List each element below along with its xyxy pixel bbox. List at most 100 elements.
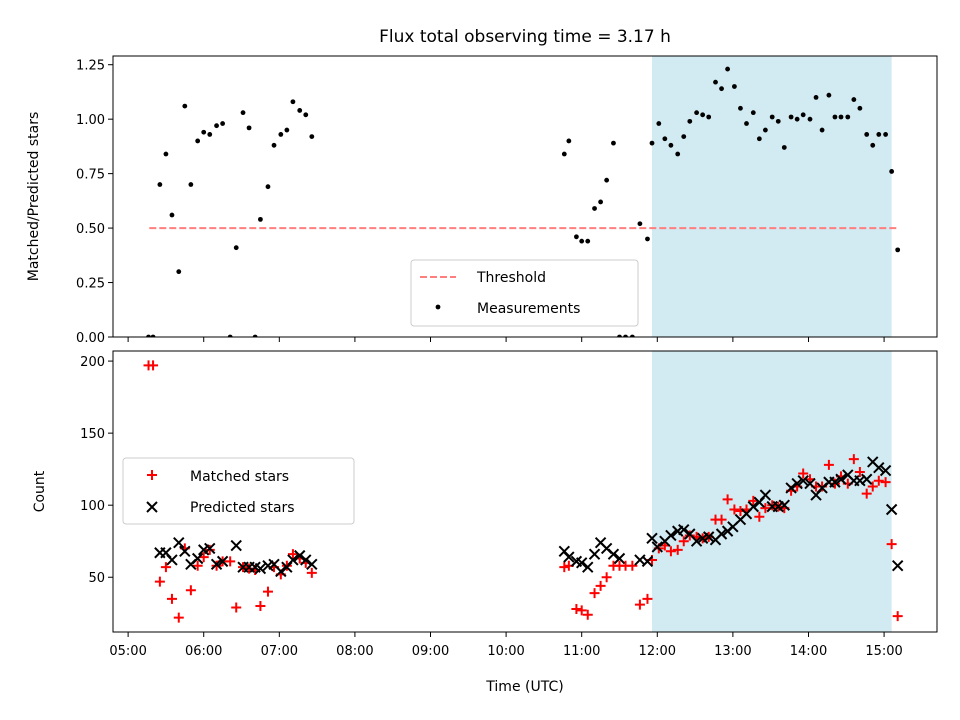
predicted-star-point [613,552,626,565]
x-tick-label: 12:00 [639,644,676,659]
predicted-star-point [651,541,664,553]
predicted-star-point [204,542,216,555]
measurement-point [719,86,724,92]
measurement-point [278,132,284,137]
measurement-point [649,140,655,146]
predicted-star-point [582,561,594,573]
legend: Matched stars Predicted stars [122,457,355,525]
panel-frame [112,55,938,338]
y-tick-label: 0.00 [76,331,105,346]
x-tick-label: 11:00 [563,644,600,659]
measurement-point [227,334,233,337]
y-tick-label: 100 [80,499,105,514]
measurement-point [656,121,662,126]
legend-box [122,457,355,525]
matched-star-point [722,494,733,505]
matched-star-point [281,560,292,571]
x-tick-label: 05:00 [109,644,146,659]
measurement-point [788,114,794,120]
measurement-point [794,116,800,122]
predicted-star-point [306,558,318,570]
matched-star-point [854,467,865,478]
measurement-point [598,199,603,205]
matched-star-point [559,562,570,573]
matched-star-point [582,609,593,620]
measurement-point [662,136,668,142]
matched-star-point [672,544,683,555]
measurement-point [781,145,787,150]
matched-star-point [148,360,159,371]
y-tick-label: 50 [88,571,105,586]
measurement-point [163,151,169,157]
predicted-star-point [607,548,620,560]
predicted-star-point [641,555,654,568]
legend: Threshold Measurements [410,259,639,327]
predicted-star-point [563,551,575,563]
measurement-point [271,142,277,148]
predicted-star-point [759,489,772,501]
measurement-point [713,79,718,85]
y-tick-label: 200 [80,355,105,370]
measurement-point [246,125,252,131]
predicted-star-point [646,532,658,545]
predicted-star-point [678,523,690,536]
measurement-point [195,138,201,144]
measurement-point [857,105,863,111]
measurement-point [675,151,681,157]
predicted-star-point [191,552,204,565]
measurement-point [303,112,309,118]
x-tick-label: 10:00 [487,644,524,659]
legend-measurement-swatch [435,304,441,310]
matched-star-point [306,567,317,578]
y-tick-label: 1.25 [76,59,105,74]
measurement-point [258,216,263,222]
measurement-point [284,127,290,133]
plot-area [143,360,904,623]
predicted-star-point [860,473,873,485]
measurement-point [864,132,870,137]
x-tick-label: 07:00 [261,644,298,659]
x-tick-label: 15:00 [865,644,902,659]
matched-star-point [576,605,587,616]
predicted-star-point [254,562,267,575]
measurement-point [157,182,163,187]
measurement-point [668,142,674,148]
predicted-star-point [294,549,306,562]
matched-star-point [729,504,740,515]
measurement-point [762,127,768,133]
measurement-point [201,129,207,135]
matched-star-point [886,539,897,550]
measurement-point [775,118,781,124]
measurement-point [566,138,572,144]
predicted-star-point [216,555,229,568]
matched-star-point [154,576,165,587]
predicted-star-point [287,554,299,566]
measurement-point [579,238,585,244]
measurement-point [252,334,258,337]
measurement-point [207,132,213,137]
matched-star-point [861,488,872,499]
predicted-star-point [747,500,760,513]
measurement-point [611,140,616,146]
matched-star-point [287,549,298,560]
measurement-point [265,184,271,190]
predicted-star-point [804,477,816,490]
predicted-star-point [275,565,287,578]
observing-window-span [652,56,892,337]
measurement-point [220,121,226,126]
measurement-point [706,114,712,120]
matched-star-point [678,536,689,547]
predicted-star-point [588,548,601,560]
x-axis-label: Time (UTC) [485,679,563,695]
predicted-star-point [879,464,892,477]
predicted-star-point [797,474,809,487]
matched-star-point [160,562,171,573]
measurement-point [807,116,813,122]
measurement-point [146,334,151,337]
legend-predicted-swatch [146,501,158,513]
measurement-point [838,114,844,120]
matched-star-point [185,585,196,596]
legend-box [410,259,639,327]
predicted-star-point [173,536,185,549]
y-tick-label: 150 [80,427,105,442]
